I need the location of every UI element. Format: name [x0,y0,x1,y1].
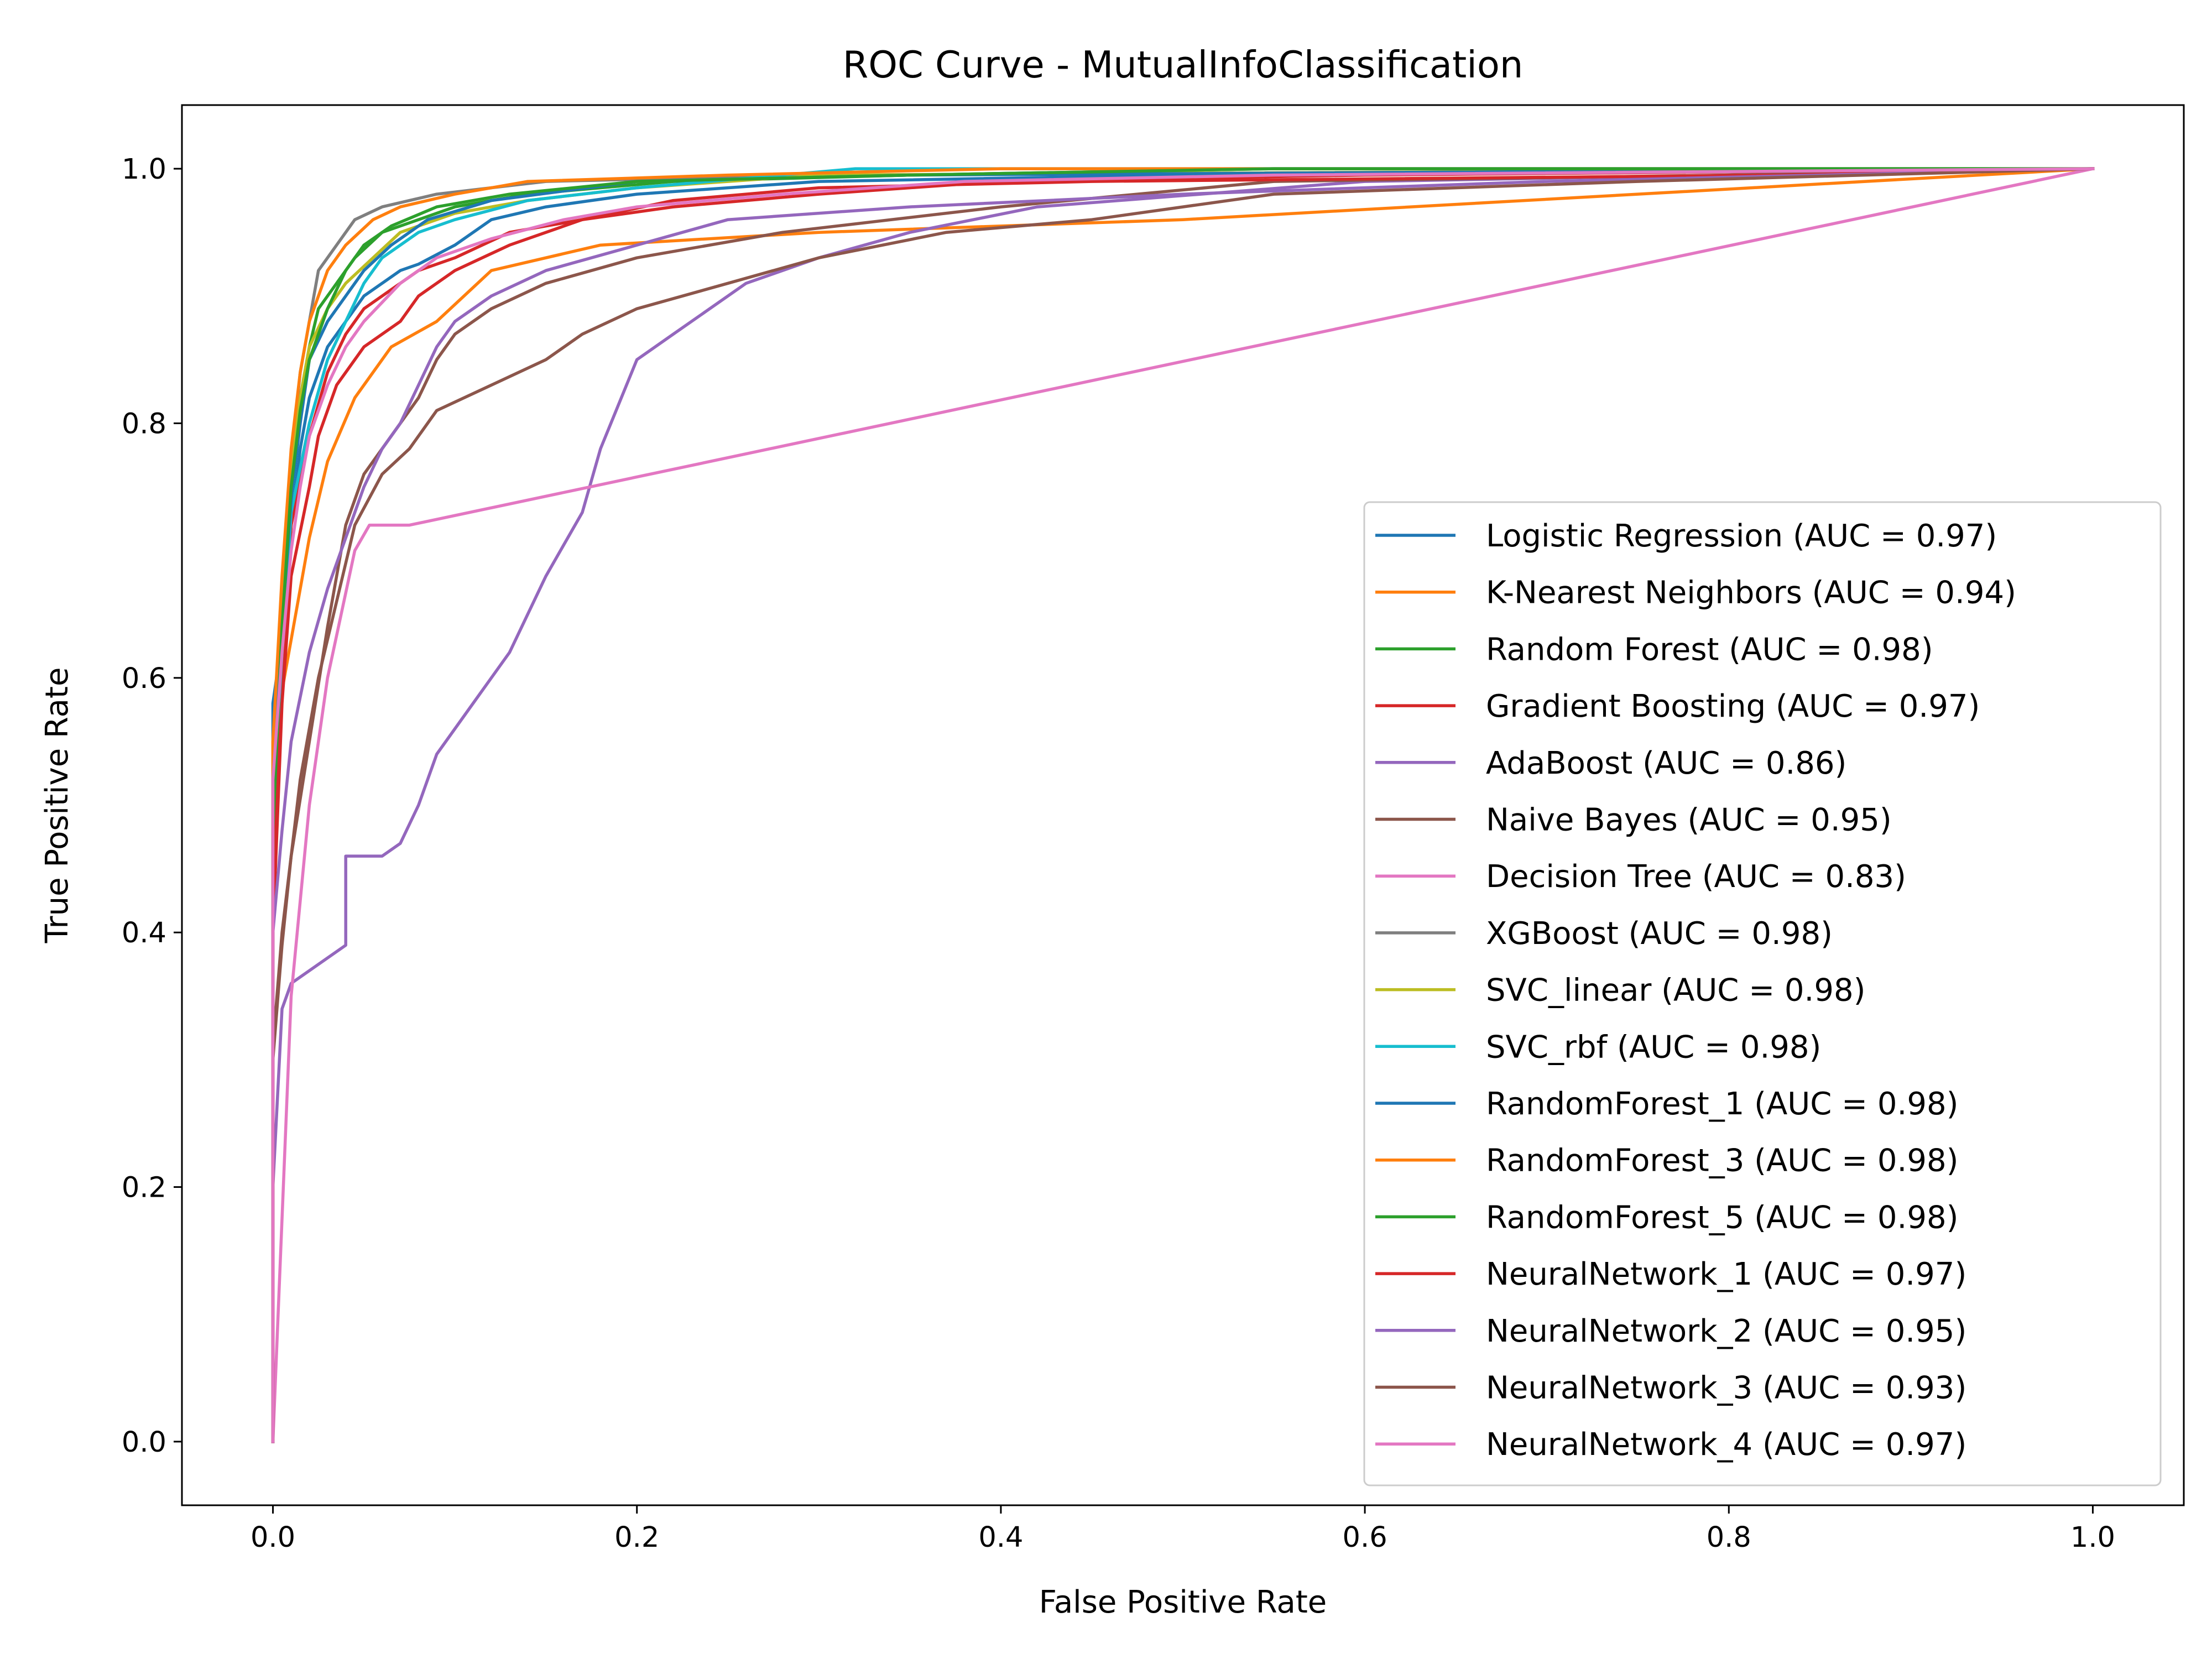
legend-label: Naive Bayes (AUC = 0.95) [1486,802,1892,838]
x-tick-label: 0.8 [1707,1521,1751,1554]
x-axis-label: False Positive Rate [1039,1584,1327,1620]
legend-label: RandomForest_3 (AUC = 0.98) [1486,1143,1958,1179]
legend-label: Gradient Boosting (AUC = 0.97) [1486,688,1980,724]
legend-label: RandomForest_5 (AUC = 0.98) [1486,1199,1958,1235]
y-axis-label: True Positive Rate [39,667,75,944]
x-axis-ticks: 0.0 0.2 0.4 0.6 0.8 1.0 [251,1505,2115,1554]
roc-curve-series-2 [271,167,2095,1443]
roc-curve-series-15 [271,167,2095,1443]
legend-label: RandomForest_1 (AUC = 0.98) [1486,1086,1958,1122]
roc-curve-series-7 [271,166,2095,1443]
y-tick-label: 0.6 [122,662,166,695]
x-tick-label: 0.4 [978,1521,1023,1554]
x-tick-label: 0.2 [614,1521,659,1554]
y-tick-label: 0.4 [122,917,166,950]
y-tick-label: 0.2 [122,1172,166,1204]
y-axis-ticks: 0.0 0.2 0.4 0.6 0.8 1.0 [122,153,182,1459]
x-tick-label: 1.0 [2070,1521,2115,1554]
legend-label: XGBoost (AUC = 0.98) [1486,916,1833,952]
legend-label: NeuralNetwork_1 (AUC = 0.97) [1486,1256,1966,1292]
legend-label: SVC_linear (AUC = 0.98) [1486,973,1865,1009]
legend-label: NeuralNetwork_2 (AUC = 0.95) [1486,1313,1966,1349]
legend-label: NeuralNetwork_3 (AUC = 0.93) [1486,1370,1966,1406]
legend-label: SVC_rbf (AUC = 0.98) [1486,1029,1821,1065]
plot-frame [181,104,2185,1506]
legend-label: NeuralNetwork_4 (AUC = 0.97) [1486,1427,1966,1463]
legend-label: Random Forest (AUC = 0.98) [1486,632,1933,667]
legend-box [1363,501,2162,1486]
roc-curve-series-16 [271,167,2095,1443]
roc-curve-series-17 [271,167,2095,1443]
y-tick-label: 0.0 [122,1426,166,1459]
legend-label: Logistic Regression (AUC = 0.97) [1486,518,1997,554]
y-tick-label: 1.0 [122,153,166,186]
x-tick-label: 0.6 [1343,1521,1387,1554]
legend-label: Decision Tree (AUC = 0.83) [1486,859,1906,895]
chart-title: ROC Curve - MutualInfoClassification [843,43,1524,86]
series-layer [271,166,2095,1443]
legend-label: K-Nearest Neighbors (AUC = 0.94) [1486,575,2016,611]
legend-entries: Logistic Regression (AUC = 0.97) K-Neares… [1375,518,2016,1463]
roc-curve-series-13 [271,167,2095,1443]
y-tick-label: 0.8 [122,408,166,440]
legend-label: AdaBoost (AUC = 0.86) [1486,745,1846,781]
roc-curve-series-12 [271,167,2095,1443]
roc-curve-series-14 [271,167,2095,1443]
x-tick-label: 0.0 [251,1521,295,1554]
legend: Logistic Regression (AUC = 0.97) K-Neares… [1363,501,2162,1486]
